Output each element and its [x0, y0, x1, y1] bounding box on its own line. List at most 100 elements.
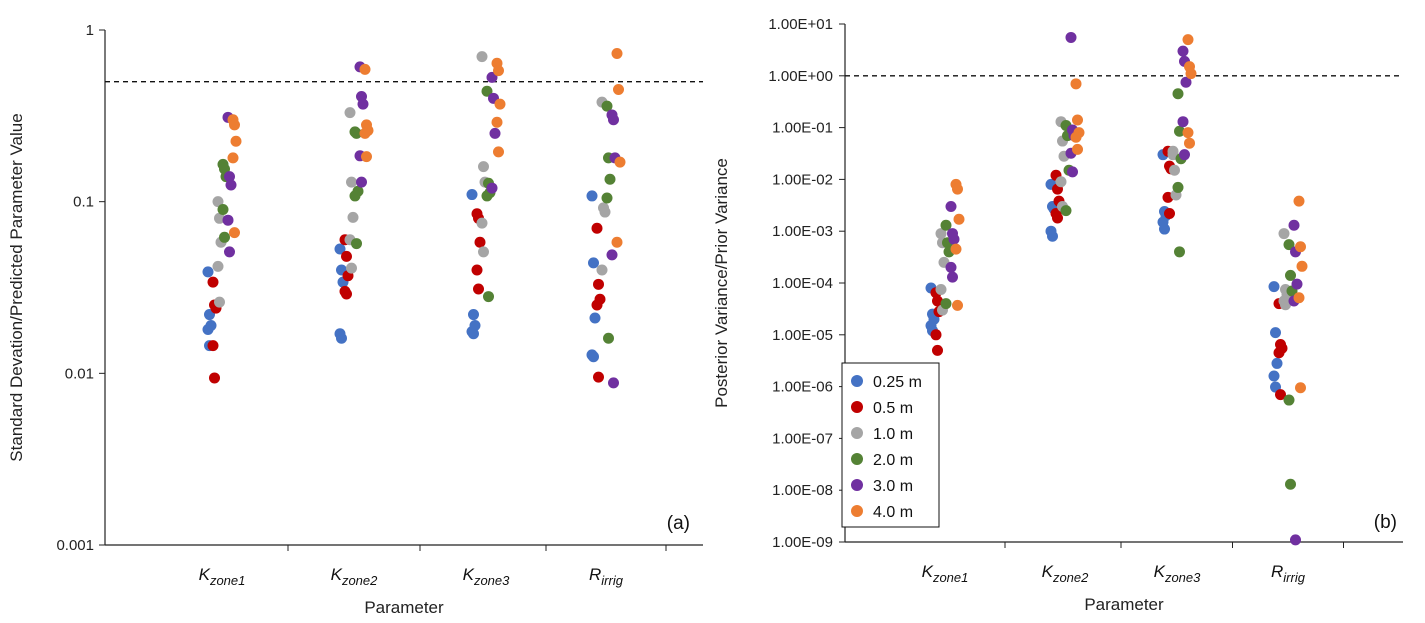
data-point — [940, 298, 952, 310]
data-point — [1072, 114, 1083, 126]
legend-swatch — [851, 453, 863, 465]
data-point — [945, 261, 957, 273]
data-point — [468, 309, 479, 321]
data-point — [1293, 195, 1305, 207]
data-point — [1174, 246, 1185, 258]
data-point — [217, 204, 229, 216]
data-point — [1174, 125, 1185, 137]
data-point — [1268, 281, 1280, 293]
data-point — [202, 266, 214, 278]
data-point — [1070, 78, 1082, 90]
y-tick-label: 1.00E-03 — [772, 223, 833, 240]
data-point — [359, 127, 371, 139]
data-point — [346, 176, 357, 188]
y-tick-label: 1.00E-07 — [772, 430, 833, 447]
data-point — [1177, 45, 1189, 57]
data-point — [494, 98, 506, 110]
x-category-label: Kzone1 — [199, 565, 246, 588]
data-point — [493, 146, 504, 158]
data-point — [476, 51, 488, 63]
data-point — [214, 296, 225, 308]
data-point — [212, 196, 224, 208]
data-point — [1065, 31, 1077, 43]
data-point — [1177, 116, 1189, 128]
x-category-label: Rirrig — [589, 565, 624, 588]
data-point — [351, 127, 362, 139]
data-point — [481, 85, 493, 97]
data-point — [493, 65, 504, 77]
data-point — [608, 377, 619, 389]
data-point — [209, 372, 220, 384]
legend-swatch — [851, 505, 863, 517]
data-point — [214, 212, 225, 224]
chart-panel-a: 0.001 0.01 0.1 1 Kzone1 Kzone2 Kzone3 Rirrig Par… — [7, 22, 703, 617]
data-point — [1164, 207, 1175, 219]
data-point — [1285, 269, 1296, 281]
data-point — [932, 295, 943, 307]
data-point — [1047, 230, 1058, 242]
legend-entry: 2.0 m — [873, 452, 913, 469]
y-tick-label: 1.00E-09 — [772, 534, 833, 551]
data-point — [940, 219, 952, 231]
data-point — [1271, 357, 1283, 369]
data-point — [1055, 176, 1067, 188]
data-point — [608, 114, 619, 126]
legend-box — [841, 362, 940, 528]
data-point — [229, 227, 240, 239]
data-point — [219, 231, 230, 243]
data-point — [947, 271, 958, 283]
data-point — [601, 192, 613, 204]
y-axis-title: Standard Devation/Predicted Parameter Va… — [7, 113, 26, 461]
data-point — [591, 299, 603, 311]
legend-entry: 1.0 m — [873, 426, 913, 443]
data-point — [207, 340, 219, 352]
legend-swatch — [851, 427, 863, 439]
data-point — [604, 173, 616, 185]
data-point — [474, 236, 486, 248]
data-point — [599, 206, 611, 218]
data-point — [948, 233, 960, 245]
y-tick-label: 1.00E-05 — [772, 327, 833, 344]
data-point — [1067, 166, 1078, 178]
data-point — [1179, 149, 1190, 161]
data-point — [483, 291, 494, 303]
data-point — [341, 288, 352, 300]
data-point — [1072, 143, 1083, 155]
data-point — [1070, 131, 1082, 143]
data-point — [478, 246, 489, 258]
data-point — [1052, 212, 1063, 224]
data-point — [1280, 299, 1291, 311]
data-point — [229, 119, 240, 131]
data-point — [357, 98, 369, 110]
data-point — [344, 107, 356, 119]
legend-entry: 0.25 m — [873, 374, 922, 391]
data-point — [347, 211, 359, 223]
data-point — [224, 171, 235, 183]
data-point — [606, 249, 618, 261]
data-point — [1283, 394, 1295, 406]
data-point — [1295, 382, 1306, 394]
data-point — [212, 260, 224, 272]
x-category-label: Kzone1 — [922, 562, 969, 585]
data-point — [346, 262, 357, 274]
x-category-label: Kzone2 — [331, 565, 379, 588]
data-point — [611, 47, 623, 59]
legend-entry: 0.5 m — [873, 400, 913, 417]
data-point — [222, 214, 234, 226]
legend-entry: 3.0 m — [873, 478, 913, 495]
legend: 0.25 m 0.5 m 1.0 m 2.0 m 3.0 m 4.0 m — [841, 362, 940, 528]
data-point — [614, 156, 626, 168]
y-axis-title: Posterior Variance/Prior Variance — [712, 158, 731, 408]
data-point — [611, 236, 623, 248]
data-point — [349, 190, 361, 202]
data-point — [593, 371, 604, 383]
data-point — [603, 332, 614, 344]
legend-swatch — [851, 375, 863, 387]
data-point — [491, 116, 503, 128]
data-point — [1180, 76, 1192, 88]
y-tick-label: 1.00E-04 — [772, 275, 833, 292]
data-point — [601, 100, 613, 112]
data-point — [356, 176, 367, 188]
data-point — [486, 182, 498, 194]
y-tick-label: 1.00E-08 — [772, 482, 833, 499]
